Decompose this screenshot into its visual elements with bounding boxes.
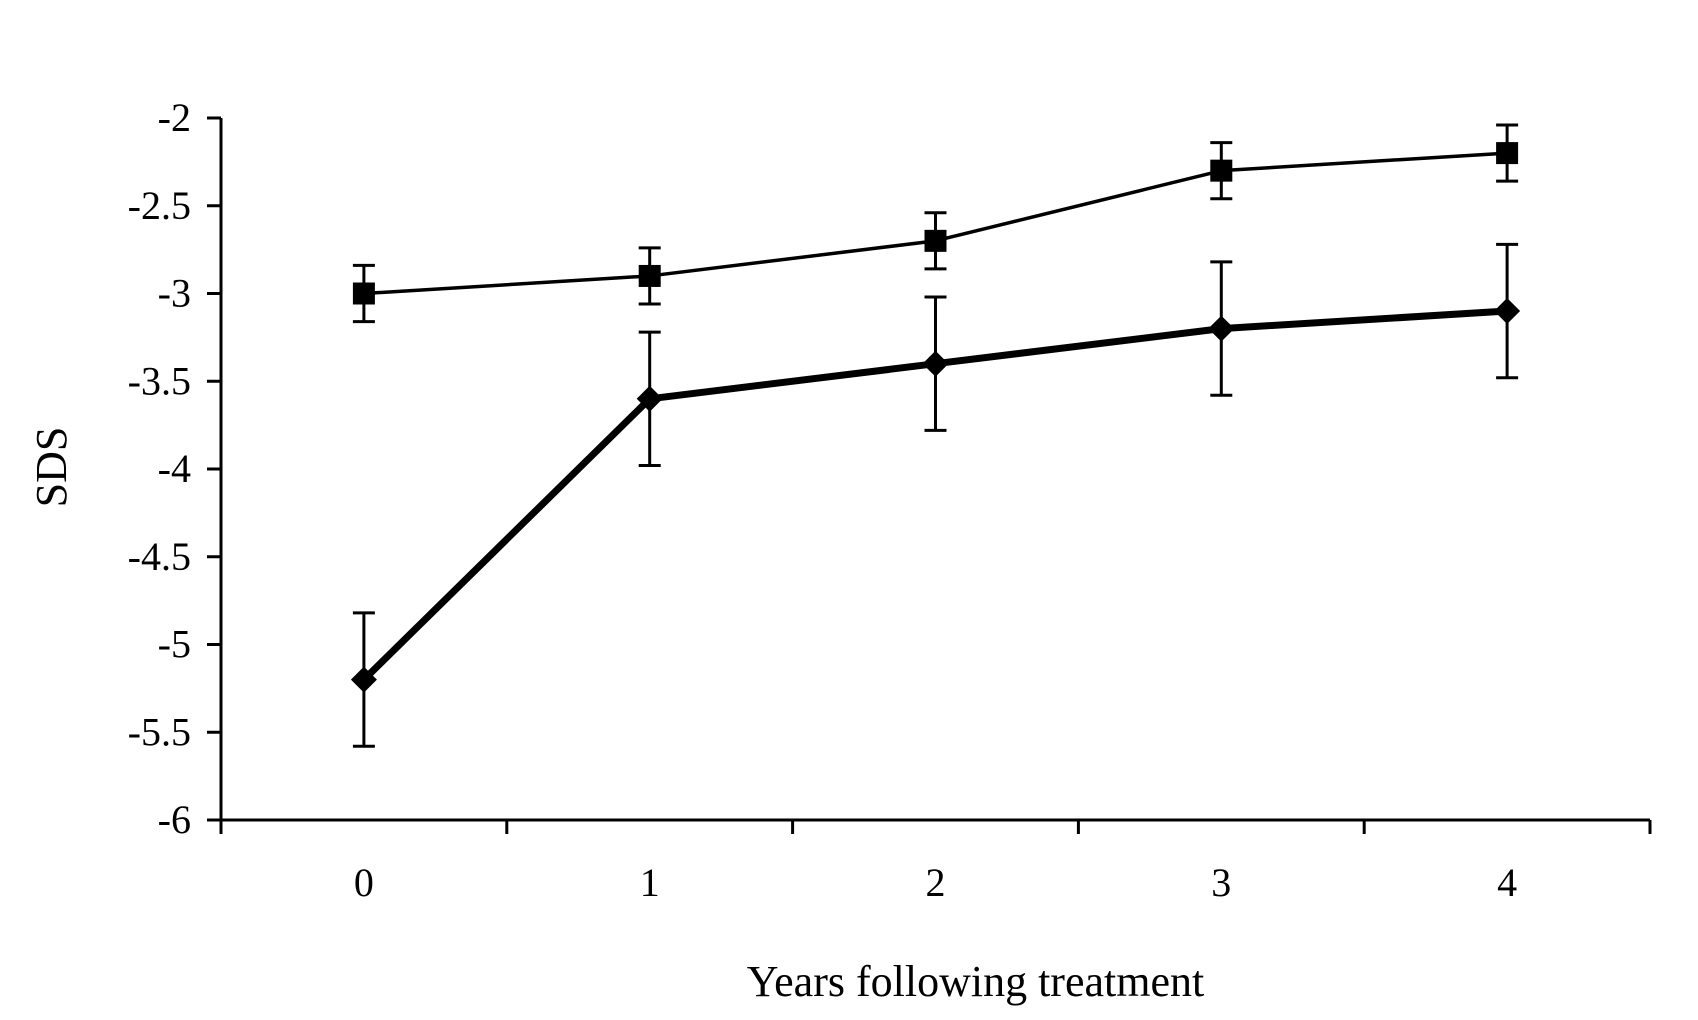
x-axis-ticks: 0 1 2 3 4 [219, 820, 1652, 905]
y-axis-ticks: -2 -2.5 -3 -3.5 -4 -4.5 -5 -5.5 -6 [128, 95, 221, 842]
y-tick-label: -2.5 [128, 183, 191, 228]
y-tick-label: -2 [158, 95, 191, 140]
data-point-diamond [350, 666, 377, 693]
data-point-square [352, 282, 375, 305]
x-tick-label: 1 [640, 860, 660, 905]
data-point-square [1210, 159, 1233, 182]
x-axis-title: Years following treatment [747, 957, 1204, 1006]
y-tick-label: -6 [158, 797, 191, 842]
x-tick-label: 0 [354, 860, 374, 905]
y-tick-label: -3.5 [128, 358, 191, 403]
data-point-diamond [636, 385, 663, 412]
y-axis-title: SDS [27, 427, 76, 508]
data-point-square [1496, 142, 1519, 165]
x-tick-label: 2 [926, 860, 946, 905]
y-tick-label: -4 [158, 446, 191, 491]
series-diamond [350, 242, 1521, 748]
series-layer [350, 123, 1521, 748]
y-tick-label: -4.5 [128, 534, 191, 579]
data-point-diamond [922, 350, 949, 377]
y-tick-label: -5 [158, 622, 191, 667]
y-tick-label: -5.5 [128, 709, 191, 754]
x-tick-label: 3 [1211, 860, 1231, 905]
y-tick-label: -3 [158, 271, 191, 316]
x-tick-label: 4 [1497, 860, 1517, 905]
data-point-square [924, 229, 947, 252]
data-point-diamond [1208, 315, 1235, 342]
data-point-diamond [1494, 298, 1521, 325]
data-point-square [638, 264, 661, 287]
series-square [352, 123, 1519, 324]
